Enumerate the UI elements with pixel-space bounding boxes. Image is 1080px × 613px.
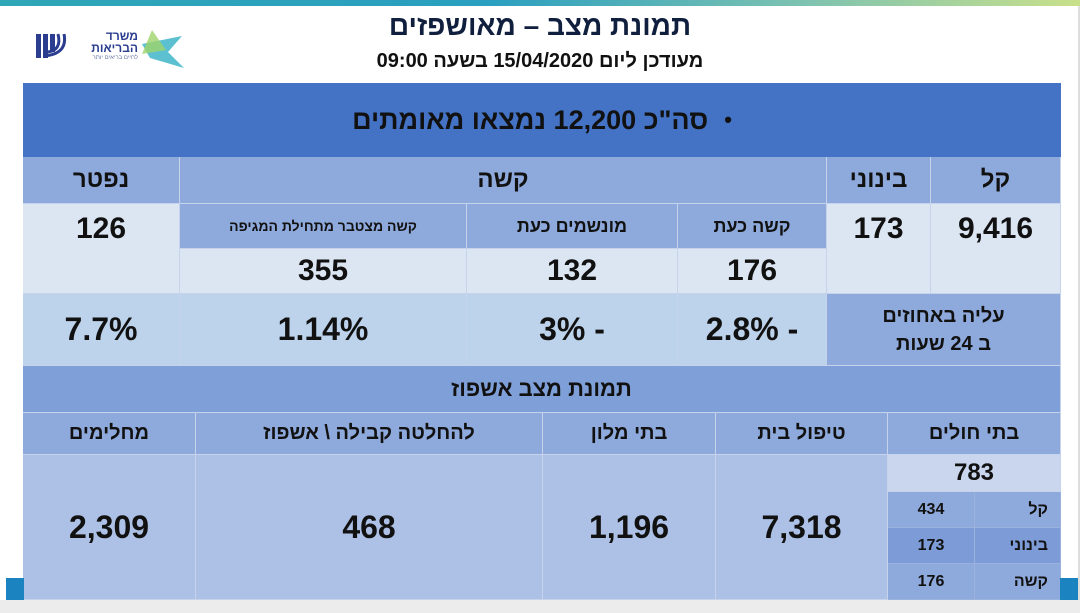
value-deceased: 126 xyxy=(23,204,180,294)
header-home-care: טיפול בית xyxy=(716,413,888,455)
total-confirmed-text: סה"כ 12,200 נמצאו מאומתים xyxy=(352,104,709,135)
total-confirmed-banner: • סה"כ 12,200 נמצאו מאומתים xyxy=(23,83,1061,157)
header-hospitals: בתי חולים xyxy=(888,413,1061,455)
change-label-line2: ב 24 שעות xyxy=(895,332,992,355)
hospital-breakdown-label-mild: קל xyxy=(975,492,1061,528)
change-ventilated-now: - 3% xyxy=(467,294,678,366)
header-recovered: מחלימים xyxy=(23,413,196,455)
change-label: עליה באחוזים ב 24 שעות xyxy=(827,294,1061,366)
value-severe-cumulative: 355 xyxy=(180,249,467,294)
value-severe-now: 176 xyxy=(678,249,827,294)
hospital-breakdown-label-severe: קשה xyxy=(975,564,1061,600)
value-ventilated-now: 132 xyxy=(467,249,678,294)
value-hospitals-total: 783 xyxy=(888,455,1061,492)
hospital-breakdown-value-mild: 434 xyxy=(888,492,975,528)
value-recovered: 2,309 xyxy=(23,455,196,600)
logo-tagline: לחיים בריאים יותר xyxy=(92,55,138,61)
bullet-icon: • xyxy=(724,107,732,132)
logo-text-line2: הבריאות xyxy=(91,41,138,55)
header-moderate: בינוני xyxy=(827,157,931,204)
value-pending-decision: 468 xyxy=(196,455,543,600)
hospital-breakdown-value-moderate: 173 xyxy=(888,528,975,564)
header-pending-decision: להחלטה קבילה \ אשפוז xyxy=(196,413,543,455)
hospitalization-section-title: תמונת מצב אשפוז xyxy=(23,366,1061,413)
change-label-line1: עליה באחוזים xyxy=(882,304,1005,327)
change-severe-now: - 2.8% xyxy=(678,294,827,366)
menorah-icon xyxy=(36,30,184,68)
value-hotels: 1,196 xyxy=(543,455,716,600)
header-severe: קשה xyxy=(180,157,827,204)
header-deceased: נפטר xyxy=(23,157,180,204)
value-home-care: 7,318 xyxy=(716,455,888,600)
slide: משרד הבריאות לחיים בריאים יותר תמונת מצב… xyxy=(0,0,1080,600)
logo-text-line1: משרד xyxy=(105,29,138,43)
change-deceased: 7.7% xyxy=(23,294,180,366)
corner-accent-right xyxy=(1060,578,1078,600)
change-severe-cumulative: 1.14% xyxy=(180,294,467,366)
subheader-ventilated-now: מונשמים כעת xyxy=(467,204,678,249)
ministry-logos: משרד הבריאות לחיים בריאים יותר xyxy=(34,24,194,74)
value-moderate: 173 xyxy=(827,204,931,294)
subheader-severe-cumulative: קשה מצטבר מתחילת המגיפה xyxy=(180,204,467,249)
page-title: תמונת מצב – מאושפזים xyxy=(388,10,692,41)
value-mild: 9,416 xyxy=(931,204,1061,294)
header-mild: קל xyxy=(931,157,1061,204)
subheader-severe-now: קשה כעת xyxy=(678,204,827,249)
corner-accent-left xyxy=(6,578,24,600)
header-hotels: בתי מלון xyxy=(543,413,716,455)
footer-strip xyxy=(0,600,1080,613)
hospital-breakdown-label-moderate: בינוני xyxy=(975,528,1061,564)
hospital-breakdown-value-severe: 176 xyxy=(888,564,975,600)
accent-bar xyxy=(0,0,1080,6)
updated-timestamp: מעודכן ליום 15/04/2020 בשעה 09:00 xyxy=(376,50,704,72)
